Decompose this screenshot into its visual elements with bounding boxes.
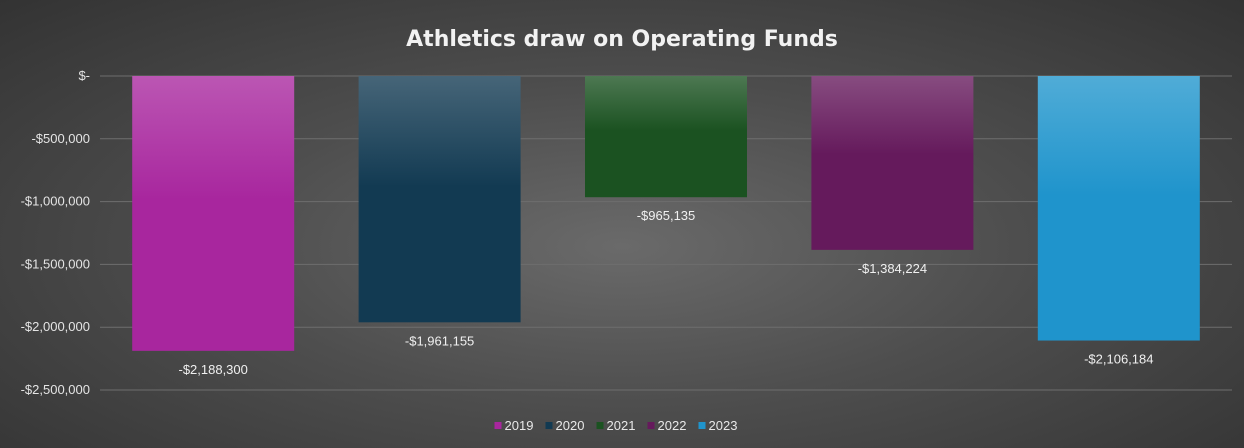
y-tick-label: -$500,000 [31, 131, 90, 146]
data-label-2022: -$1,384,224 [858, 261, 927, 276]
data-label-2023: -$2,106,184 [1084, 352, 1153, 367]
data-label-2021: -$965,135 [637, 208, 696, 223]
bar-2023 [1037, 76, 1200, 341]
y-axis-tick-labels: $- -$500,000 -$1,000,000 -$1,500,000 -$2,000… [21, 68, 90, 397]
y-tick-label: -$1,500,000 [21, 256, 90, 271]
data-label-2020: -$1,961,155 [405, 333, 474, 348]
chart-title: Athletics draw on Operating Funds [406, 27, 838, 52]
y-tick-label: -$1,000,000 [21, 194, 90, 209]
y-tick-label: -$2,500,000 [21, 382, 90, 397]
bar-2022 [811, 76, 974, 250]
legend-label-2019: 2019 [505, 418, 534, 433]
y-tick-label: $- [78, 68, 90, 83]
legend-swatch-2019 [494, 422, 502, 429]
legend-label-2022: 2022 [658, 418, 687, 433]
bar-2019 [132, 76, 295, 351]
legend-swatch-2022 [647, 422, 655, 429]
data-label-2019: -$2,188,300 [178, 362, 247, 377]
legend-label-2021: 2021 [607, 418, 636, 433]
legend-label-2023: 2023 [709, 418, 738, 433]
legend-swatch-2021 [596, 422, 604, 429]
legend: 2019 2020 2021 2022 2023 [494, 418, 738, 433]
bar-2020 [358, 76, 521, 323]
legend-swatch-2020 [545, 422, 553, 429]
y-tick-label: -$2,000,000 [21, 319, 90, 334]
data-labels: -$2,188,300 -$1,961,155 -$965,135 -$1,384,2… [178, 208, 1153, 377]
legend-label-2020: 2020 [556, 418, 585, 433]
bars [132, 76, 1200, 351]
legend-swatch-2023 [698, 422, 706, 429]
bar-2021 [585, 76, 747, 198]
